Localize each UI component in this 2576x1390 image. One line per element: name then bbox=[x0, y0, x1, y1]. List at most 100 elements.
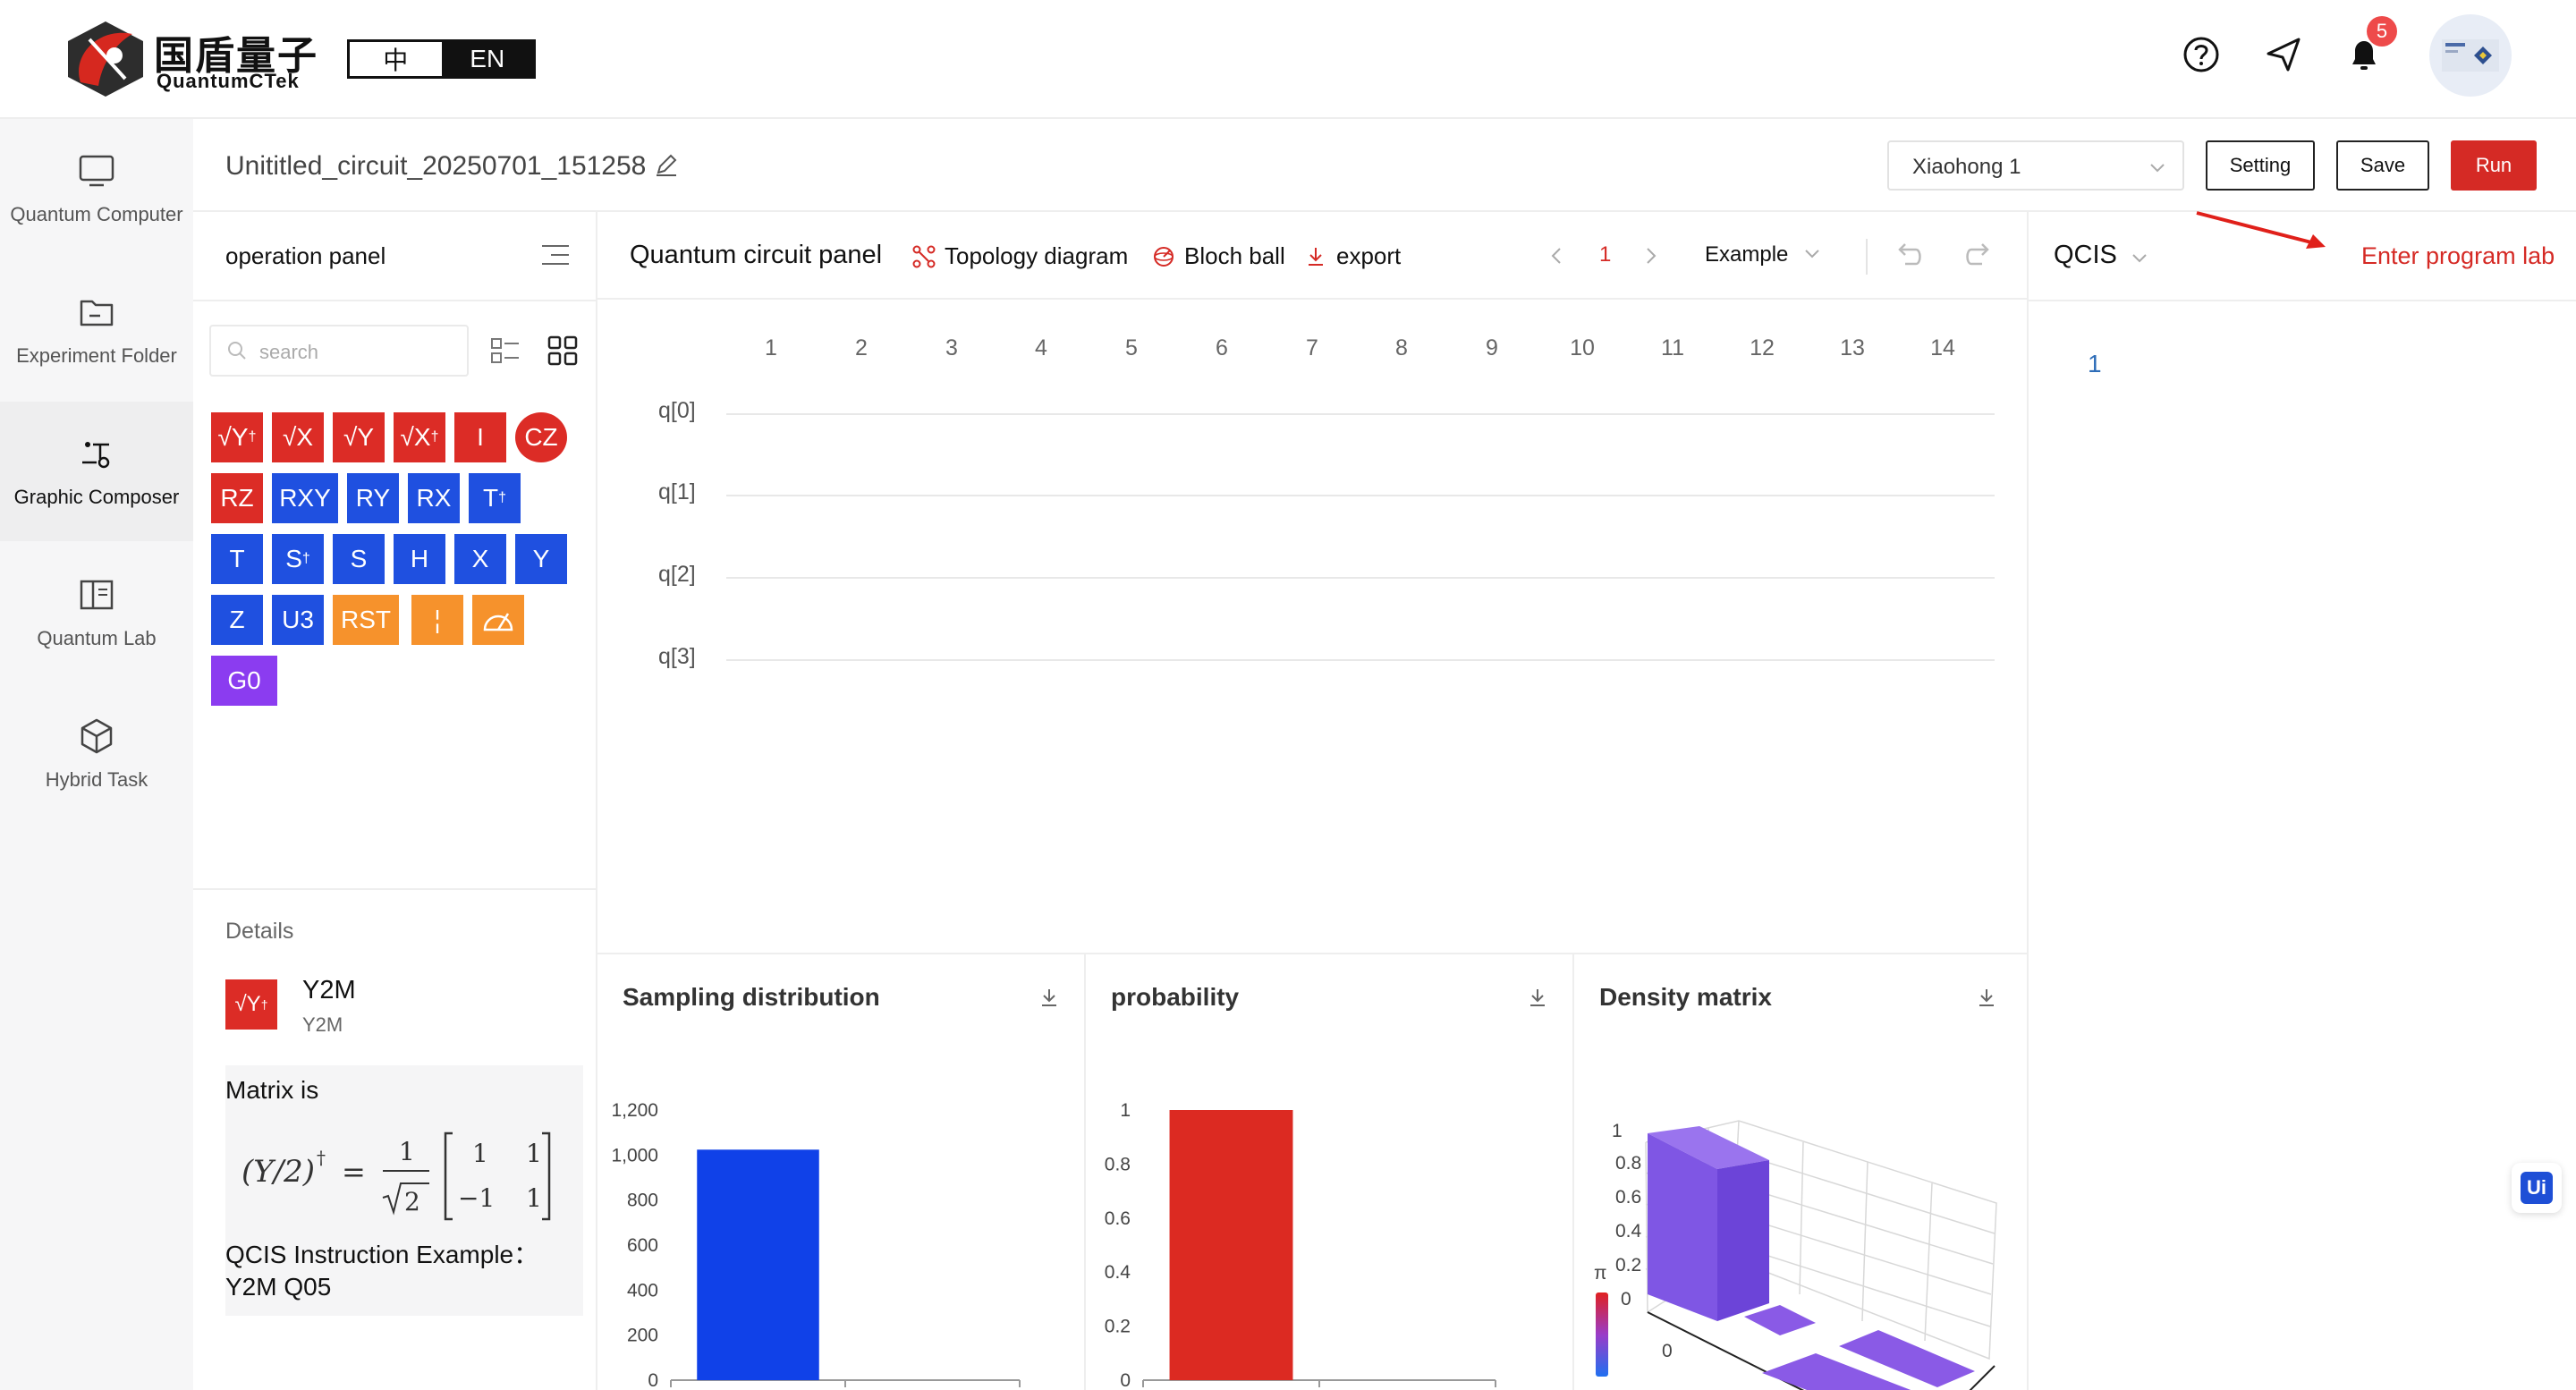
lang-en-option[interactable]: EN bbox=[441, 42, 533, 76]
nav-hybrid-task[interactable]: Hybrid Task bbox=[0, 684, 193, 824]
user-avatar[interactable] bbox=[2429, 14, 2512, 97]
redo-icon[interactable] bbox=[1962, 239, 1995, 269]
svg-text:1: 1 bbox=[472, 1139, 488, 1168]
svg-text:1: 1 bbox=[526, 1139, 542, 1168]
nav-quantum-computer[interactable]: Quantum Computer bbox=[0, 119, 193, 259]
sampling-distribution-chart: Sampling distribution 0 200 400 600 800 1,000… bbox=[597, 954, 1086, 1390]
enter-program-lab-link[interactable]: Enter program lab bbox=[2361, 242, 2555, 269]
ui-widget-label: Ui bbox=[2521, 1172, 2553, 1204]
gate-z[interactable]: Z bbox=[211, 595, 263, 645]
device-select-value: Xiaohong 1 bbox=[1912, 155, 2021, 179]
page-number[interactable]: 1 bbox=[1599, 242, 1612, 267]
y-tick-label: 0.6 bbox=[1105, 1208, 1131, 1229]
download-icon[interactable] bbox=[1526, 987, 1549, 1010]
z-tick: 0.4 bbox=[1615, 1221, 1642, 1242]
quantumctek-logo[interactable] bbox=[63, 20, 148, 98]
nav-experiment-folder[interactable]: Experiment Folder bbox=[0, 260, 193, 400]
chevron-down-icon[interactable] bbox=[2131, 250, 2148, 267]
gate-y[interactable]: Y bbox=[515, 534, 567, 584]
download-icon[interactable] bbox=[1038, 987, 1061, 1010]
edit-pencil-icon[interactable] bbox=[653, 151, 680, 178]
y-tick-label: 800 bbox=[627, 1191, 658, 1211]
svg-text:−1: −1 bbox=[458, 1183, 495, 1213]
z-tick: 0.8 bbox=[1615, 1153, 1641, 1174]
qcis-instruction-example: Y2M Q05 bbox=[225, 1273, 332, 1301]
gate-s[interactable]: S bbox=[333, 534, 385, 584]
download-icon[interactable] bbox=[1975, 987, 1998, 1010]
y-tick-label: 0.2 bbox=[1105, 1317, 1131, 1337]
gate-cz[interactable]: CZ bbox=[515, 412, 567, 462]
help-icon[interactable] bbox=[2181, 34, 2222, 75]
gate-x[interactable]: X bbox=[454, 534, 506, 584]
export-link[interactable]: export bbox=[1304, 242, 1401, 270]
gate-y2m[interactable]: √Y † bbox=[211, 412, 263, 462]
save-button[interactable]: Save bbox=[2336, 140, 2429, 191]
gate-barrier[interactable]: ¦ bbox=[411, 595, 463, 645]
gate-search-input[interactable]: search bbox=[209, 325, 469, 377]
qubit-label: q[3] bbox=[658, 644, 696, 669]
left-nav: Quantum Computer Experiment Folder Graph… bbox=[0, 119, 193, 1390]
divider bbox=[1866, 239, 1868, 275]
gate-t[interactable]: T bbox=[211, 534, 263, 584]
grid-view-icon[interactable] bbox=[547, 335, 578, 366]
divider bbox=[2027, 212, 2029, 1390]
nav-quantum-lab[interactable]: Quantum Lab bbox=[0, 543, 193, 682]
chevron-right-icon[interactable] bbox=[1644, 246, 1658, 266]
gate-reset[interactable]: RST bbox=[333, 595, 399, 645]
list-view-icon[interactable] bbox=[490, 335, 521, 366]
circuit-panel-header: Quantum circuit panel Topology diagram B… bbox=[597, 212, 2029, 300]
example-select[interactable]: Example bbox=[1705, 242, 1821, 267]
gate-rx[interactable]: RX bbox=[408, 473, 460, 523]
x-tick: 0 bbox=[1662, 1341, 1673, 1361]
divider bbox=[193, 300, 596, 301]
y-tick-label: 200 bbox=[627, 1326, 658, 1346]
brand-name-en: QuantumCTek bbox=[157, 70, 300, 92]
y-tick-label: 1,200 bbox=[611, 1100, 658, 1121]
gate-identity[interactable]: I bbox=[454, 412, 506, 462]
gate-g0[interactable]: G0 bbox=[211, 656, 277, 706]
nav-label: Quantum Computer bbox=[10, 203, 183, 225]
y-tick-label: 1 bbox=[1120, 1100, 1131, 1121]
gate-h[interactable]: H bbox=[394, 534, 445, 584]
lang-zh-option[interactable]: 中 bbox=[350, 42, 442, 76]
gate-u3[interactable]: U3 bbox=[272, 595, 324, 645]
bell-icon[interactable] bbox=[2343, 34, 2385, 75]
gate-rz[interactable]: RZ bbox=[211, 473, 263, 523]
setting-button[interactable]: Setting bbox=[2206, 140, 2315, 191]
gate-td[interactable]: T † bbox=[469, 473, 521, 523]
qubit-wire[interactable] bbox=[726, 577, 1995, 579]
send-icon[interactable] bbox=[2263, 34, 2304, 75]
column-number: 14 bbox=[1930, 335, 1955, 360]
run-button[interactable]: Run bbox=[2451, 140, 2537, 191]
gate-y2p[interactable]: √Y bbox=[333, 412, 385, 462]
collapse-menu-icon[interactable] bbox=[540, 242, 571, 267]
bar[interactable] bbox=[697, 1149, 819, 1380]
ui-widget-button[interactable]: Ui bbox=[2512, 1163, 2562, 1213]
qubit-label: q[0] bbox=[658, 398, 696, 423]
bloch-ball-link[interactable]: Bloch ball bbox=[1152, 242, 1285, 270]
gate-measure[interactable] bbox=[472, 595, 524, 645]
qcis-title[interactable]: QCIS bbox=[2054, 241, 2117, 269]
quantum-circuit-panel: Quantum circuit panel Topology diagram B… bbox=[597, 212, 2029, 953]
gate-rxy[interactable]: RXY bbox=[272, 473, 338, 523]
z-tick: 0 bbox=[1621, 1289, 1631, 1309]
gate-x2m[interactable]: √X † bbox=[394, 412, 445, 462]
column-number: 2 bbox=[855, 335, 868, 360]
gate-ry[interactable]: RY bbox=[347, 473, 399, 523]
gate-sd[interactable]: S † bbox=[272, 534, 324, 584]
topology-diagram-link[interactable]: Topology diagram bbox=[912, 242, 1128, 270]
chevron-left-icon[interactable] bbox=[1549, 246, 1563, 266]
device-select[interactable]: Xiaohong 1 bbox=[1887, 140, 2184, 191]
column-number: 4 bbox=[1035, 335, 1047, 360]
qubit-wire[interactable] bbox=[726, 413, 1995, 415]
y-tick-label: 0.4 bbox=[1105, 1262, 1131, 1283]
circuit-name: Unititled_circuit_20250701_151258 bbox=[225, 151, 647, 181]
qubit-wire[interactable] bbox=[726, 659, 1995, 661]
nav-graphic-composer[interactable]: Graphic Composer bbox=[0, 402, 193, 541]
qubit-wire[interactable] bbox=[726, 495, 1995, 496]
z-tick: 0.2 bbox=[1615, 1255, 1641, 1276]
gate-x2p[interactable]: √X bbox=[272, 412, 324, 462]
svg-text:1: 1 bbox=[526, 1183, 542, 1213]
bar[interactable] bbox=[1169, 1110, 1293, 1380]
undo-icon[interactable] bbox=[1893, 239, 1925, 269]
